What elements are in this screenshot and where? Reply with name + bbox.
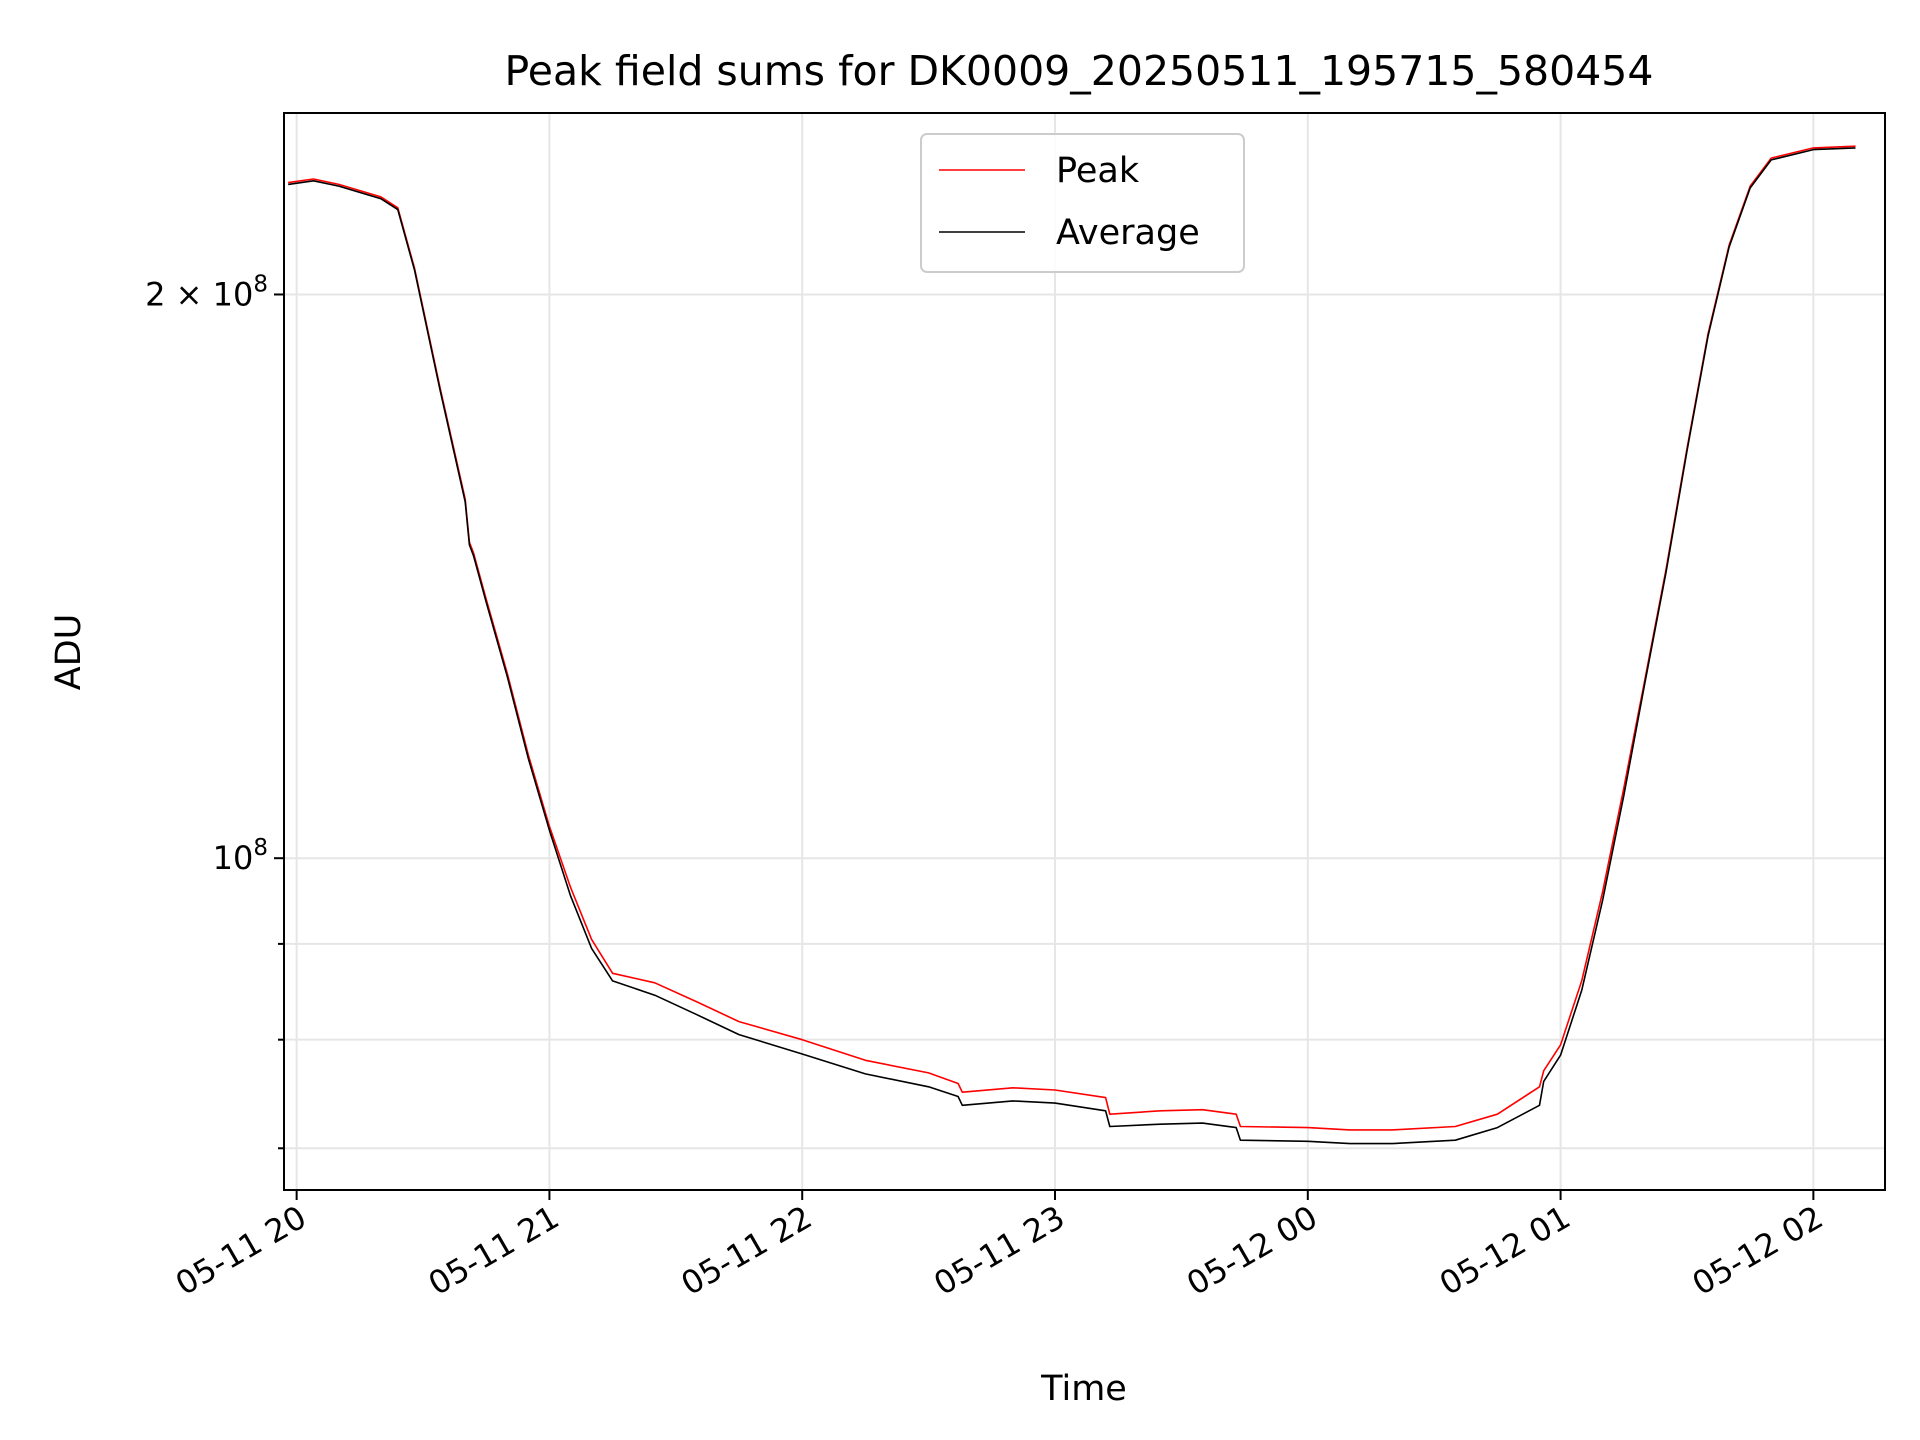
y-axis-label: ADU — [49, 614, 89, 691]
legend-frame — [920, 133, 1245, 273]
legend: Peak Average — [920, 133, 1245, 273]
y-tick-exponent: 8 — [253, 835, 268, 861]
y-tick-base: 10 — [213, 275, 254, 313]
y-tick-label: 108 — [213, 835, 268, 877]
series-line-peak — [288, 145, 1856, 1131]
legend-label-peak: Peak — [1056, 151, 1140, 191]
y-tick-coefficient: 2 — [145, 275, 165, 313]
series-layer — [288, 145, 1856, 1145]
x-axis-label: Time — [1040, 1369, 1127, 1409]
series-line-average — [288, 147, 1856, 1145]
legend-label-average: Average — [1056, 213, 1200, 253]
y-tick-base: 10 — [213, 839, 254, 877]
y-tick-exponent: 8 — [253, 271, 268, 297]
plot-frame — [283, 112, 1886, 1191]
grid — [284, 113, 1885, 1190]
y-tick-times: × — [165, 275, 212, 313]
chart-title: Peak field sums for DK0009_20250511_1957… — [505, 47, 1654, 95]
y-tick-label: 2 × 108 — [145, 271, 268, 313]
